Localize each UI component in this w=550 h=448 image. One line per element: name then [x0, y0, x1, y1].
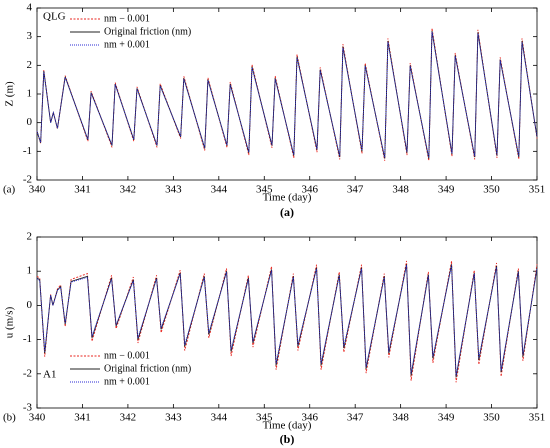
- y-tick-label: -1: [23, 145, 32, 157]
- y-axis-label: u (m/s): [4, 306, 16, 338]
- panel-label: (b): [3, 412, 16, 424]
- series-line: [36, 264, 538, 378]
- y-tick-label: 2: [27, 231, 33, 243]
- legend-label: Original friction (nm): [104, 363, 191, 374]
- x-tick-label: 350: [483, 184, 500, 196]
- x-tick-label: 341: [74, 412, 91, 424]
- x-tick-label: 347: [347, 412, 364, 424]
- x-tick-label: 342: [120, 184, 137, 196]
- x-axis-label: Time (day): [263, 420, 312, 432]
- y-axis-label: Z (m): [4, 81, 16, 107]
- legend-label: Original friction (nm): [104, 26, 191, 37]
- x-tick-label: 347: [347, 184, 364, 196]
- y-tick-label: 3: [27, 30, 33, 42]
- x-tick-label: 349: [438, 412, 455, 424]
- annotation: QLG: [43, 11, 66, 23]
- y-tick-label: 1: [27, 88, 33, 100]
- x-tick-label: 346: [301, 184, 318, 196]
- legend-label: nm + 0.001: [104, 39, 150, 50]
- x-tick-label: 342: [120, 412, 137, 424]
- annotation: A1: [43, 369, 56, 381]
- x-tick-label: 340: [29, 184, 46, 196]
- y-tick-label: -1: [23, 333, 32, 345]
- legend-label: nm + 0.001: [104, 376, 150, 387]
- x-tick-label: 348: [392, 184, 409, 196]
- y-tick-label: -2: [23, 174, 32, 186]
- y-tick-label: 1: [27, 265, 33, 277]
- x-tick-label: 340: [29, 412, 46, 424]
- x-tick-label: 343: [165, 184, 182, 196]
- x-tick-label: 343: [165, 412, 182, 424]
- x-tick-label: 344: [211, 184, 228, 196]
- x-tick-label: 346: [301, 412, 318, 424]
- panel-label: (a): [3, 184, 16, 196]
- x-tick-label: 348: [392, 412, 409, 424]
- series-line: [36, 32, 538, 158]
- legend-label: nm − 0.001: [104, 350, 150, 361]
- x-tick-label: 344: [211, 412, 228, 424]
- x-tick-label: 351: [529, 184, 546, 196]
- y-tick-label: -3: [23, 402, 33, 414]
- y-tick-label: 0: [27, 299, 33, 311]
- x-axis-label: Time (day): [263, 192, 312, 204]
- x-tick-label: 345: [256, 412, 273, 424]
- y-tick-label: 2: [27, 59, 33, 71]
- x-tick-label: 351: [529, 412, 546, 424]
- plot-frame: [36, 236, 538, 409]
- legend-label: nm − 0.001: [104, 13, 150, 24]
- x-tick-label: 345: [256, 184, 273, 196]
- x-tick-label: 349: [438, 184, 455, 196]
- caption: (a): [280, 205, 294, 219]
- x-tick-label: 350: [483, 412, 500, 424]
- x-tick-label: 341: [74, 184, 91, 196]
- caption: (b): [280, 432, 295, 446]
- y-tick-label: 4: [27, 2, 33, 14]
- y-tick-label: -2: [23, 367, 32, 379]
- y-tick-label: 0: [27, 116, 33, 128]
